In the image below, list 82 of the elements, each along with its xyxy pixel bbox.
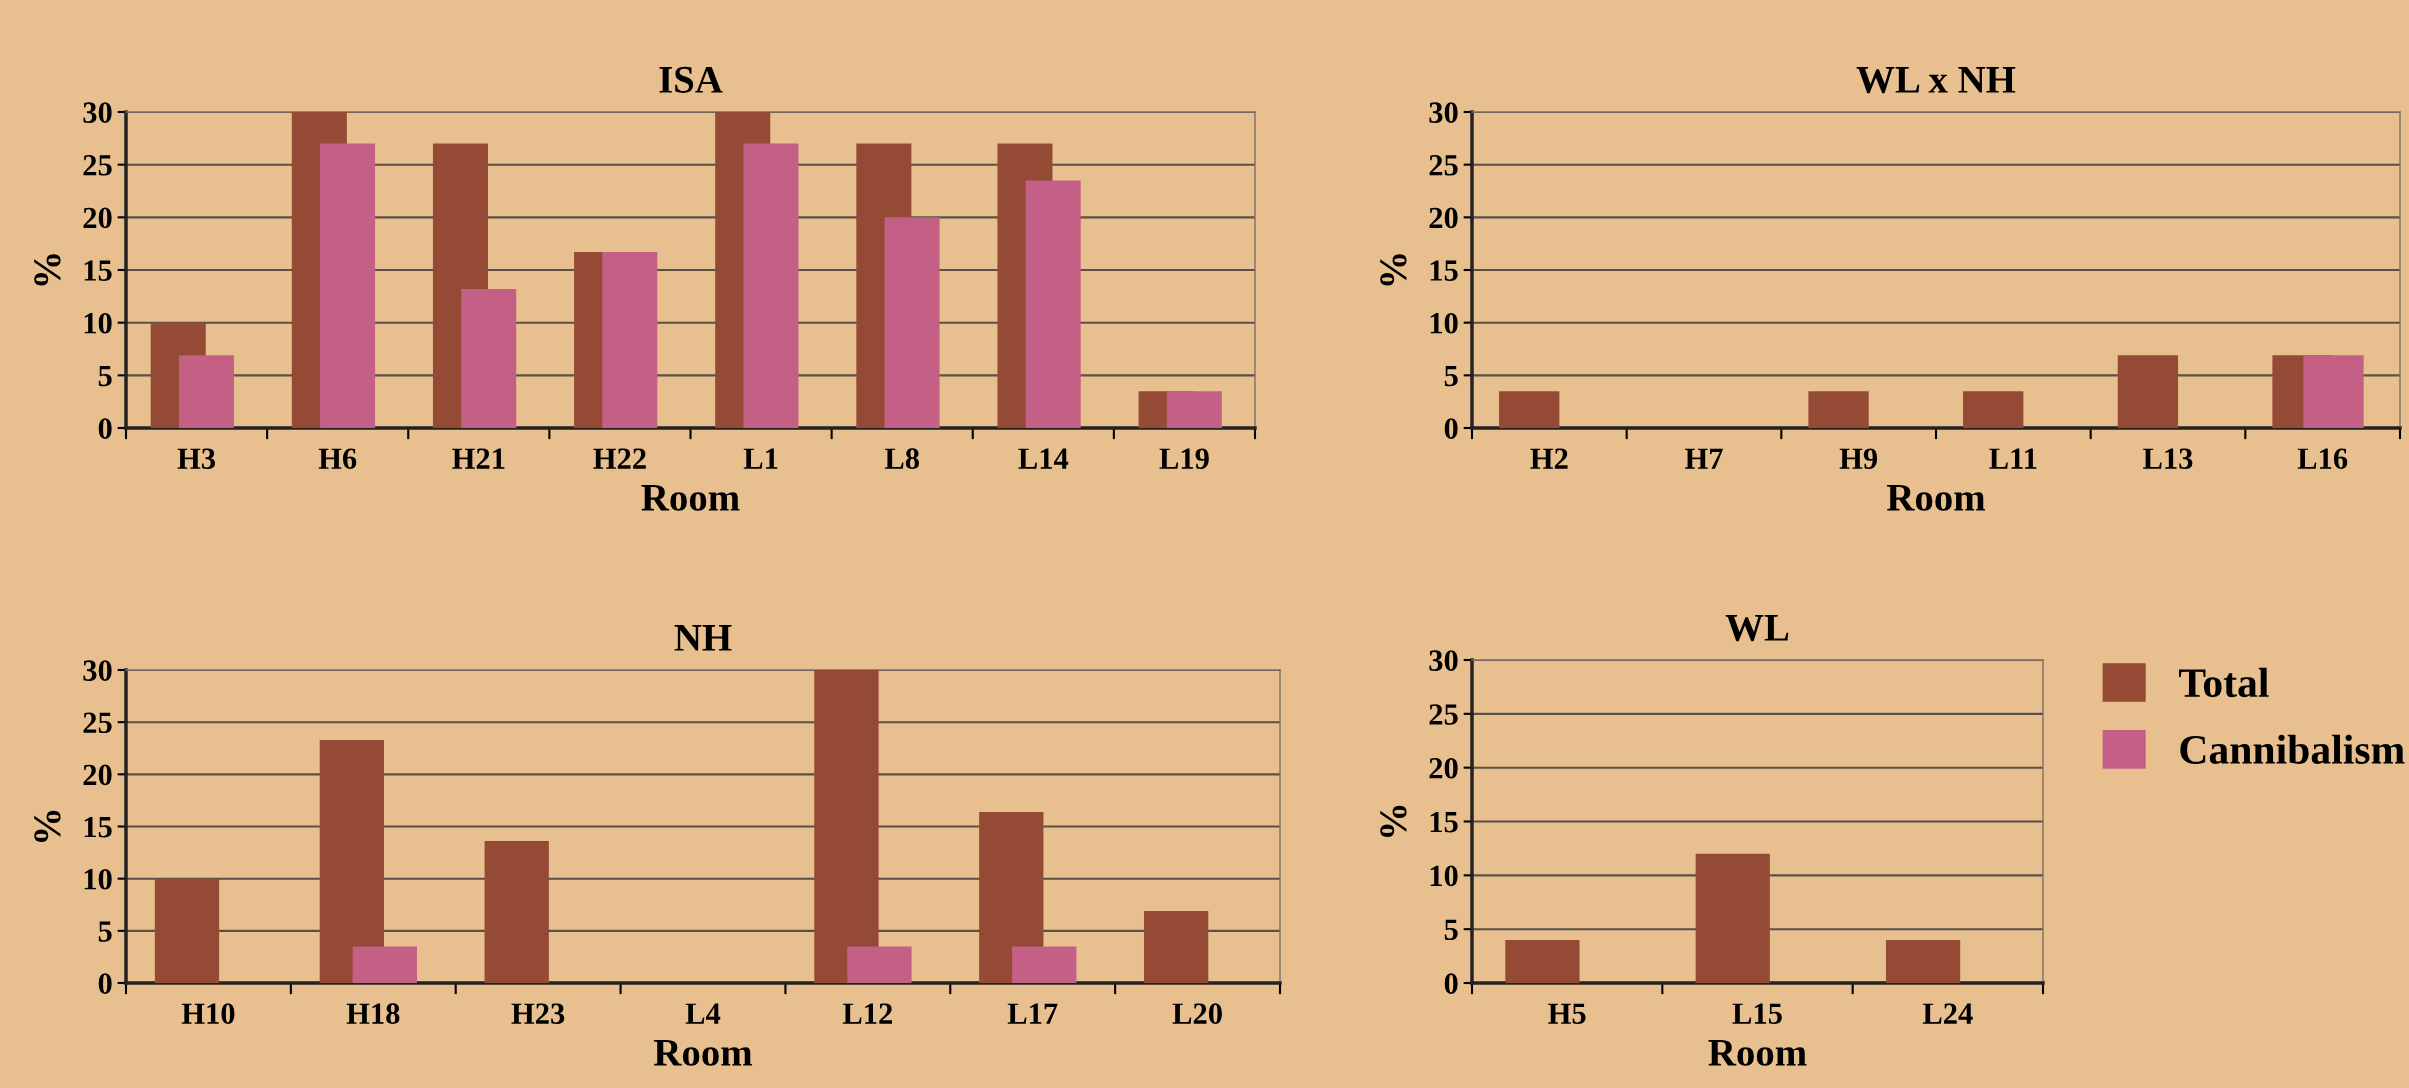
legend-label: Total [2178, 667, 2269, 698]
bar [743, 143, 799, 428]
x-tick-label: L1 [743, 448, 778, 469]
bar [1025, 180, 1081, 428]
x-tick-label: H2 [1530, 448, 1568, 469]
x-tick-label: L17 [1007, 1003, 1058, 1024]
y-tick-label: 25 [83, 155, 112, 176]
y-tick-label: 15 [1430, 811, 1458, 833]
bar [178, 355, 234, 428]
x-tick-label: L11 [1989, 448, 2037, 469]
y-tick-label: 15 [84, 260, 112, 281]
y-tick-label: 10 [1430, 865, 1458, 887]
y-tick-label: 30 [83, 102, 112, 123]
y-tick-label: 15 [1430, 260, 1458, 281]
y-tick-label: 10 [1430, 312, 1458, 334]
y-tick-label: 15 [84, 816, 112, 838]
bar [320, 143, 376, 428]
y-tick-label: 30 [1429, 650, 1458, 671]
x-tick-label: H22 [593, 448, 646, 469]
y-tick-label: 10 [84, 312, 112, 334]
chart-title: NH [674, 625, 732, 651]
x-tick-label: L20 [1172, 1003, 1222, 1024]
x-tick-label: H6 [318, 448, 357, 469]
x-tick-label: H18 [346, 1003, 400, 1024]
x-axis-title: Room [1886, 485, 1986, 511]
y-tick-label: 5 [1444, 365, 1458, 387]
bar [1166, 391, 1222, 428]
y-tick-label: 25 [1429, 155, 1458, 176]
y-tick-label: 5 [98, 921, 112, 942]
bar [319, 739, 384, 983]
x-axis-title: Room [641, 485, 740, 511]
x-tick-label: H21 [452, 448, 505, 469]
y-tick-label: 25 [1429, 704, 1458, 725]
bar [847, 946, 912, 983]
x-tick-label: L13 [2143, 448, 2193, 469]
y-tick-label: 30 [1429, 102, 1458, 123]
x-tick-label: L12 [842, 1003, 893, 1024]
y-tick-label: 0 [1444, 973, 1458, 994]
y-tick-label: 5 [98, 365, 112, 387]
y-axis-title: % [34, 254, 61, 286]
y-tick-label: 20 [1429, 757, 1458, 779]
legend-label: Cannibalism [2180, 734, 2405, 764]
x-tick-label: H9 [1839, 448, 1878, 469]
x-tick-label: H7 [1685, 448, 1723, 469]
x-tick-label: L8 [884, 448, 919, 469]
chart-title: WL x NH [1856, 67, 2016, 94]
y-tick-label: 20 [1429, 207, 1458, 229]
y-tick-label: 0 [98, 418, 112, 439]
chart-title: WL [1725, 615, 1789, 642]
y-tick-label: 30 [83, 660, 112, 681]
bar [461, 288, 517, 428]
bar [602, 252, 658, 428]
y-tick-label: 20 [83, 764, 112, 786]
bar [884, 217, 940, 428]
x-axis-title: Room [1708, 1040, 1807, 1066]
y-axis-title: % [1380, 805, 1407, 837]
bar [154, 878, 220, 983]
x-tick-label: H5 [1548, 1003, 1586, 1024]
y-tick-label: 0 [98, 973, 112, 994]
x-tick-label: H10 [181, 1003, 235, 1024]
x-tick-label: L24 [1922, 1003, 1973, 1024]
y-tick-label: 10 [84, 868, 112, 890]
x-tick-label: H3 [177, 448, 216, 469]
bar [1143, 911, 1209, 983]
x-tick-label: L14 [1018, 448, 1069, 469]
bar [484, 841, 549, 983]
x-tick-label: H23 [511, 1003, 565, 1024]
y-tick-label: 5 [1444, 919, 1458, 941]
x-tick-label: L19 [1159, 448, 1209, 469]
y-axis-title: % [34, 810, 61, 842]
x-tick-label: L15 [1732, 1003, 1782, 1024]
bar [814, 670, 879, 983]
y-tick-label: 0 [1444, 418, 1458, 439]
y-tick-label: 25 [83, 712, 112, 734]
bar [352, 946, 417, 983]
x-axis-title: Room [653, 1040, 753, 1066]
y-axis-title: % [1380, 254, 1407, 286]
x-tick-label: L4 [685, 1003, 721, 1024]
chart-title: ISA [659, 66, 723, 93]
y-tick-label: 20 [83, 207, 112, 229]
x-tick-label: L16 [2297, 448, 2348, 469]
bar [1012, 946, 1077, 983]
